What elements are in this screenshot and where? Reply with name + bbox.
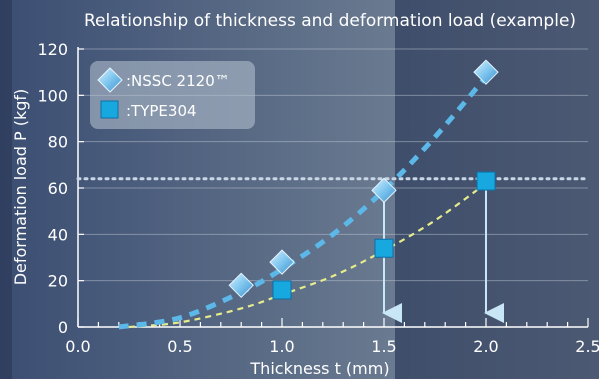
- y-tick-label: 80: [48, 133, 68, 152]
- x-tick-label: 2.5: [575, 337, 599, 356]
- y-axis-label: Deformation load P (kgf): [11, 89, 30, 286]
- type304-square-point: [273, 281, 291, 299]
- type304-square-point: [375, 239, 393, 257]
- y-tick-label: 100: [37, 86, 68, 105]
- y-tick-label: 0: [58, 318, 68, 337]
- legend-label-nssc: :NSSC 2120™: [126, 72, 230, 90]
- legend-square-marker: [101, 101, 118, 118]
- y-tick-label: 120: [37, 40, 68, 59]
- x-tick-label: 0.5: [167, 337, 192, 356]
- type304-square-point: [477, 172, 495, 190]
- x-axis-label: Thickness t (mm): [249, 359, 389, 378]
- x-tick-label: 1.0: [269, 337, 294, 356]
- x-tick-label: 0.0: [65, 337, 90, 356]
- x-tick-label: 2.0: [473, 337, 498, 356]
- legend-label-type304: :TYPE304: [126, 102, 197, 120]
- y-tick-label: 60: [48, 179, 68, 198]
- y-tick-label: 20: [48, 272, 68, 291]
- chart-title: Relationship of thickness and deformatio…: [84, 11, 576, 31]
- legend: :NSSC 2120™ :TYPE304: [90, 61, 255, 129]
- x-tick-label: 1.5: [371, 337, 396, 356]
- right-dark-band: [395, 0, 599, 379]
- y-tick-label: 40: [48, 225, 68, 244]
